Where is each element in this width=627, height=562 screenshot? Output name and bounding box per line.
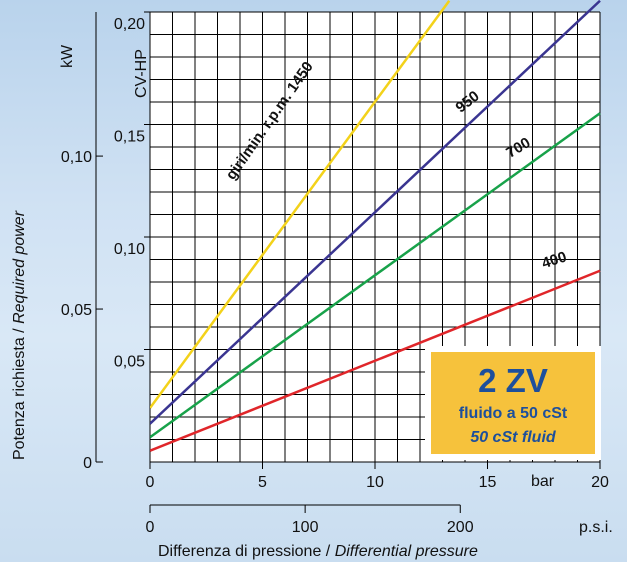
fluid-line-it: fluido a 50 cSt xyxy=(459,405,568,422)
chart-lines xyxy=(150,0,601,452)
x-axis-title: Differenza di pressione / Differential p… xyxy=(158,543,478,560)
x-tick-label-psi: 200 xyxy=(447,519,474,536)
x-unit-bar: bar xyxy=(531,473,555,490)
y-tick-label-cv: 0,10 xyxy=(114,241,145,258)
y-tick-label-cv: 0,15 xyxy=(114,129,145,146)
x-tick-label-bar: 0 xyxy=(146,474,155,491)
fluid-line-en: 50 cSt fluid xyxy=(470,429,557,446)
y-tick-label-cv: 0,05 xyxy=(114,354,145,371)
series-label-400: 400 xyxy=(540,248,569,272)
x-tick-label-bar: 10 xyxy=(366,474,384,491)
series-line-giri-min-r-p-m-1450 xyxy=(150,0,451,409)
y-tick-label-cv: 0,20 xyxy=(114,16,145,33)
y-tick-label-kw: 0 xyxy=(83,455,92,472)
model-annotation-box: 2 ZV fluido a 50 cSt 50 cSt fluid xyxy=(425,346,601,460)
y-axis-title: Potenza richiesta / Required power xyxy=(11,210,28,460)
unit-kw-label: kW xyxy=(59,44,76,68)
model-title: 2 ZV xyxy=(478,362,548,399)
unit-cv-label: CV-HP xyxy=(133,49,150,98)
series-line-400 xyxy=(150,269,601,452)
y-tick-label-kw: 0,10 xyxy=(61,149,92,166)
x-tick-label-psi: 0 xyxy=(146,519,155,536)
x-tick-label-psi: 100 xyxy=(292,519,319,536)
x-tick-label-bar: 15 xyxy=(479,474,497,491)
x-tick-label-bar: 5 xyxy=(258,474,267,491)
y-tick-label-kw: 0,05 xyxy=(61,302,92,319)
series-line-950 xyxy=(150,0,601,425)
x-unit-psi: p.s.i. xyxy=(579,519,613,536)
x-tick-label-bar: 20 xyxy=(591,474,609,491)
series-line-700 xyxy=(150,112,601,439)
